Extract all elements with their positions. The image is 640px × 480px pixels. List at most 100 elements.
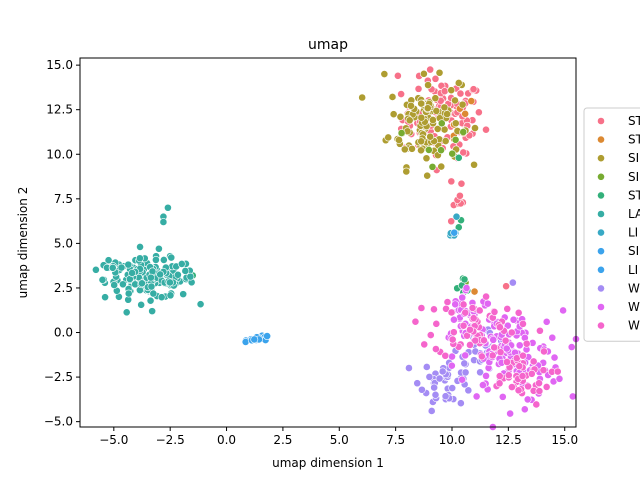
data-point <box>424 81 432 89</box>
legend-marker <box>597 228 605 237</box>
data-point <box>110 281 119 289</box>
data-point <box>461 109 470 118</box>
data-point <box>461 308 470 317</box>
data-point <box>420 340 429 349</box>
data-point <box>503 358 511 366</box>
x-tick-label: 2.5 <box>273 433 292 447</box>
data-point <box>495 372 504 380</box>
data-point <box>149 289 158 298</box>
data-point <box>405 364 413 372</box>
data-point <box>508 278 517 287</box>
data-point <box>502 282 511 291</box>
data-point <box>515 362 524 371</box>
data-point <box>448 352 456 361</box>
data-point <box>124 260 133 269</box>
data-point <box>433 125 442 133</box>
data-point <box>553 367 562 376</box>
legend-marker <box>597 172 605 181</box>
data-point <box>514 386 523 395</box>
data-point <box>498 392 507 401</box>
y-tick-label: 2.5 <box>54 281 73 295</box>
data-point <box>181 267 190 275</box>
data-point <box>156 270 165 279</box>
data-point <box>92 265 100 274</box>
legend-label: W <box>628 281 640 295</box>
legend-label: W <box>628 300 640 314</box>
data-point <box>108 263 117 272</box>
y-axis: −5.0 −2.5 0.0 2.5 5.0 7.5 10.0 12.5 15.0 <box>44 58 80 429</box>
data-point <box>128 269 136 277</box>
data-point <box>457 179 466 188</box>
data-point <box>454 223 463 232</box>
x-tick-label: 5.0 <box>330 433 349 447</box>
series-5 <box>92 203 205 317</box>
legend-marker <box>597 303 605 311</box>
data-point <box>469 85 478 94</box>
data-point <box>539 366 548 375</box>
data-point <box>451 96 459 105</box>
data-point <box>384 133 393 142</box>
data-point <box>489 335 498 344</box>
data-point <box>186 272 195 281</box>
data-point <box>414 84 423 93</box>
data-point <box>476 368 484 377</box>
legend-marker <box>597 284 605 293</box>
data-point <box>411 317 420 326</box>
data-point <box>490 308 499 316</box>
data-point <box>459 148 468 157</box>
legend-marker <box>597 247 605 256</box>
data-point <box>423 171 432 180</box>
data-point <box>250 335 259 344</box>
data-point <box>397 129 406 137</box>
data-point <box>166 278 174 287</box>
data-point <box>417 99 426 108</box>
data-point <box>555 374 564 383</box>
data-point <box>417 137 426 146</box>
data-point <box>148 307 157 316</box>
data-point <box>471 336 480 345</box>
y-tick-label: 7.5 <box>54 192 73 206</box>
data-point <box>440 103 449 112</box>
data-point <box>405 116 414 125</box>
data-point <box>397 90 406 98</box>
y-tick-label: −2.5 <box>44 370 73 384</box>
y-tick-label: 0.0 <box>54 326 73 340</box>
data-point <box>490 343 499 352</box>
data-point <box>459 128 468 136</box>
data-point <box>459 300 468 309</box>
data-point <box>456 191 464 200</box>
data-point <box>532 400 541 409</box>
data-point <box>428 162 437 171</box>
data-point <box>447 217 456 226</box>
data-point <box>448 384 457 392</box>
data-point <box>417 146 425 155</box>
data-point <box>389 110 398 119</box>
legend-label: LI <box>628 226 638 240</box>
data-point <box>447 177 456 186</box>
data-point <box>101 293 109 302</box>
data-point <box>447 308 456 317</box>
data-point <box>119 280 127 289</box>
data-point <box>448 149 457 158</box>
data-point <box>568 392 577 401</box>
data-point <box>426 331 435 340</box>
data-point <box>104 256 113 265</box>
data-point <box>136 243 144 251</box>
y-tick-label: 15.0 <box>46 58 73 72</box>
data-point <box>502 344 511 353</box>
data-point <box>559 306 567 315</box>
data-point <box>451 135 460 144</box>
data-point <box>196 300 205 309</box>
data-point <box>503 304 512 313</box>
data-point <box>519 351 527 360</box>
data-point <box>480 336 488 345</box>
data-point <box>449 328 458 337</box>
data-point <box>466 325 474 334</box>
data-point <box>470 160 478 169</box>
data-point <box>527 369 536 378</box>
data-point <box>462 284 471 292</box>
data-point <box>469 314 478 323</box>
data-point <box>388 93 397 101</box>
